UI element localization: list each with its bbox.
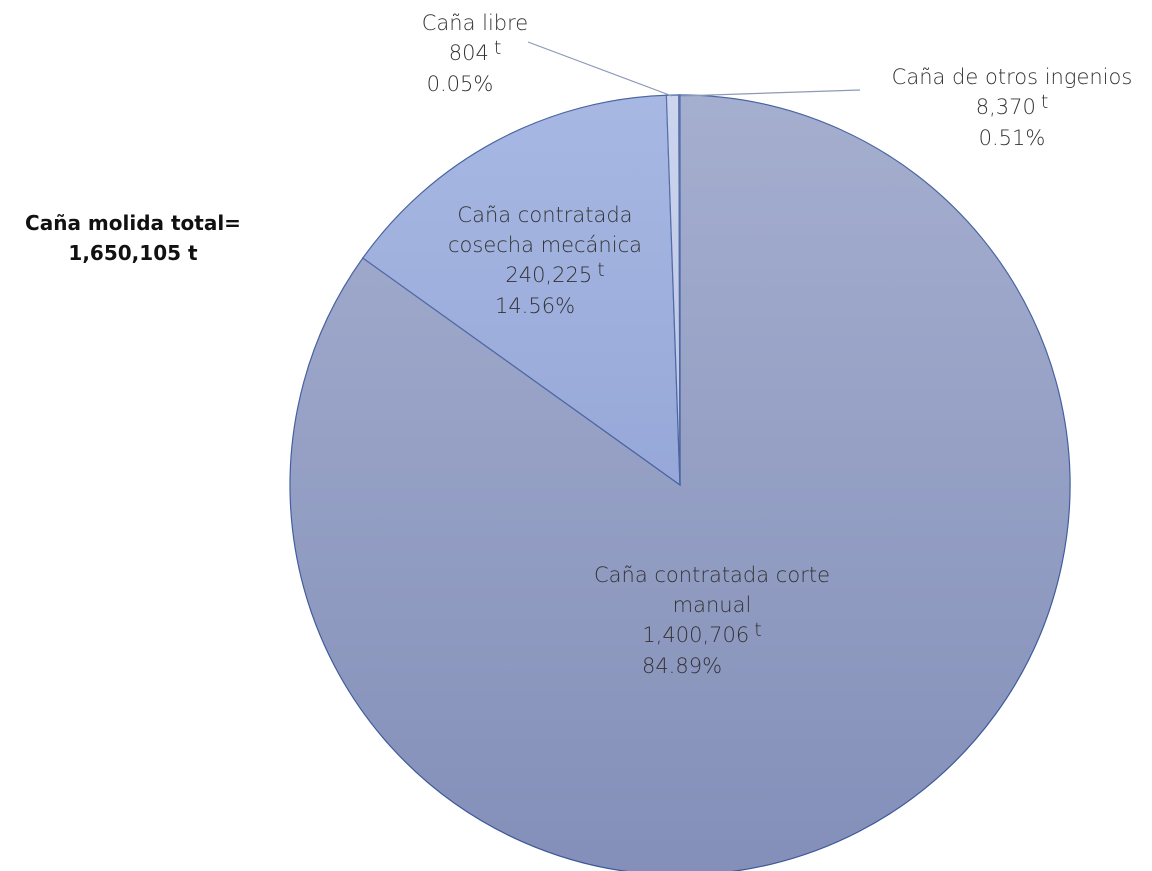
data-label: Caña contratada corte manual 1,400,706 t 84… bbox=[557, 560, 867, 681]
percentage-label: 84.89% bbox=[641, 654, 723, 678]
percentage-label: 0.51% bbox=[978, 126, 1046, 150]
value-line: 8,370 t bbox=[867, 91, 1152, 123]
leader-line bbox=[527, 41, 673, 97]
title-line: Caña molida total= bbox=[25, 211, 241, 235]
data-label: Caña de otros ingenios 8,370 t 0.51% bbox=[867, 62, 1152, 153]
unit-label: t bbox=[1040, 91, 1049, 113]
value-label: 804 bbox=[448, 41, 489, 65]
category-label: Caña de otros ingenios bbox=[891, 65, 1133, 89]
unit-label: t bbox=[597, 259, 605, 281]
value-label: 240,225 bbox=[505, 263, 593, 287]
category-label: Caña contratada corte manual bbox=[594, 563, 830, 617]
data-label: Caña libre 804 t 0.05% bbox=[400, 8, 550, 99]
unit-label: t bbox=[754, 619, 762, 641]
category-label: Caña contratada cosecha mecánica bbox=[447, 203, 642, 257]
chart-title: Caña molida total= 1,650,105 t bbox=[8, 208, 258, 268]
value-line: 240,225 t bbox=[435, 259, 675, 291]
category-label: Caña libre bbox=[421, 11, 529, 35]
value-line: 804 t bbox=[400, 37, 550, 69]
value-line: 1,400,706 t bbox=[547, 619, 857, 651]
percentage-label: 0.05% bbox=[426, 72, 494, 96]
value-label: 8,370 bbox=[975, 95, 1036, 119]
leader-line bbox=[680, 89, 861, 97]
data-label: Caña contratada cosecha mecánica 240,225 t… bbox=[425, 200, 665, 321]
value-label: 1,400,706 bbox=[642, 623, 750, 647]
title-line: 1,650,105 t bbox=[68, 241, 198, 265]
unit-label: t bbox=[493, 37, 502, 59]
percentage-label: 14.56% bbox=[494, 294, 576, 318]
